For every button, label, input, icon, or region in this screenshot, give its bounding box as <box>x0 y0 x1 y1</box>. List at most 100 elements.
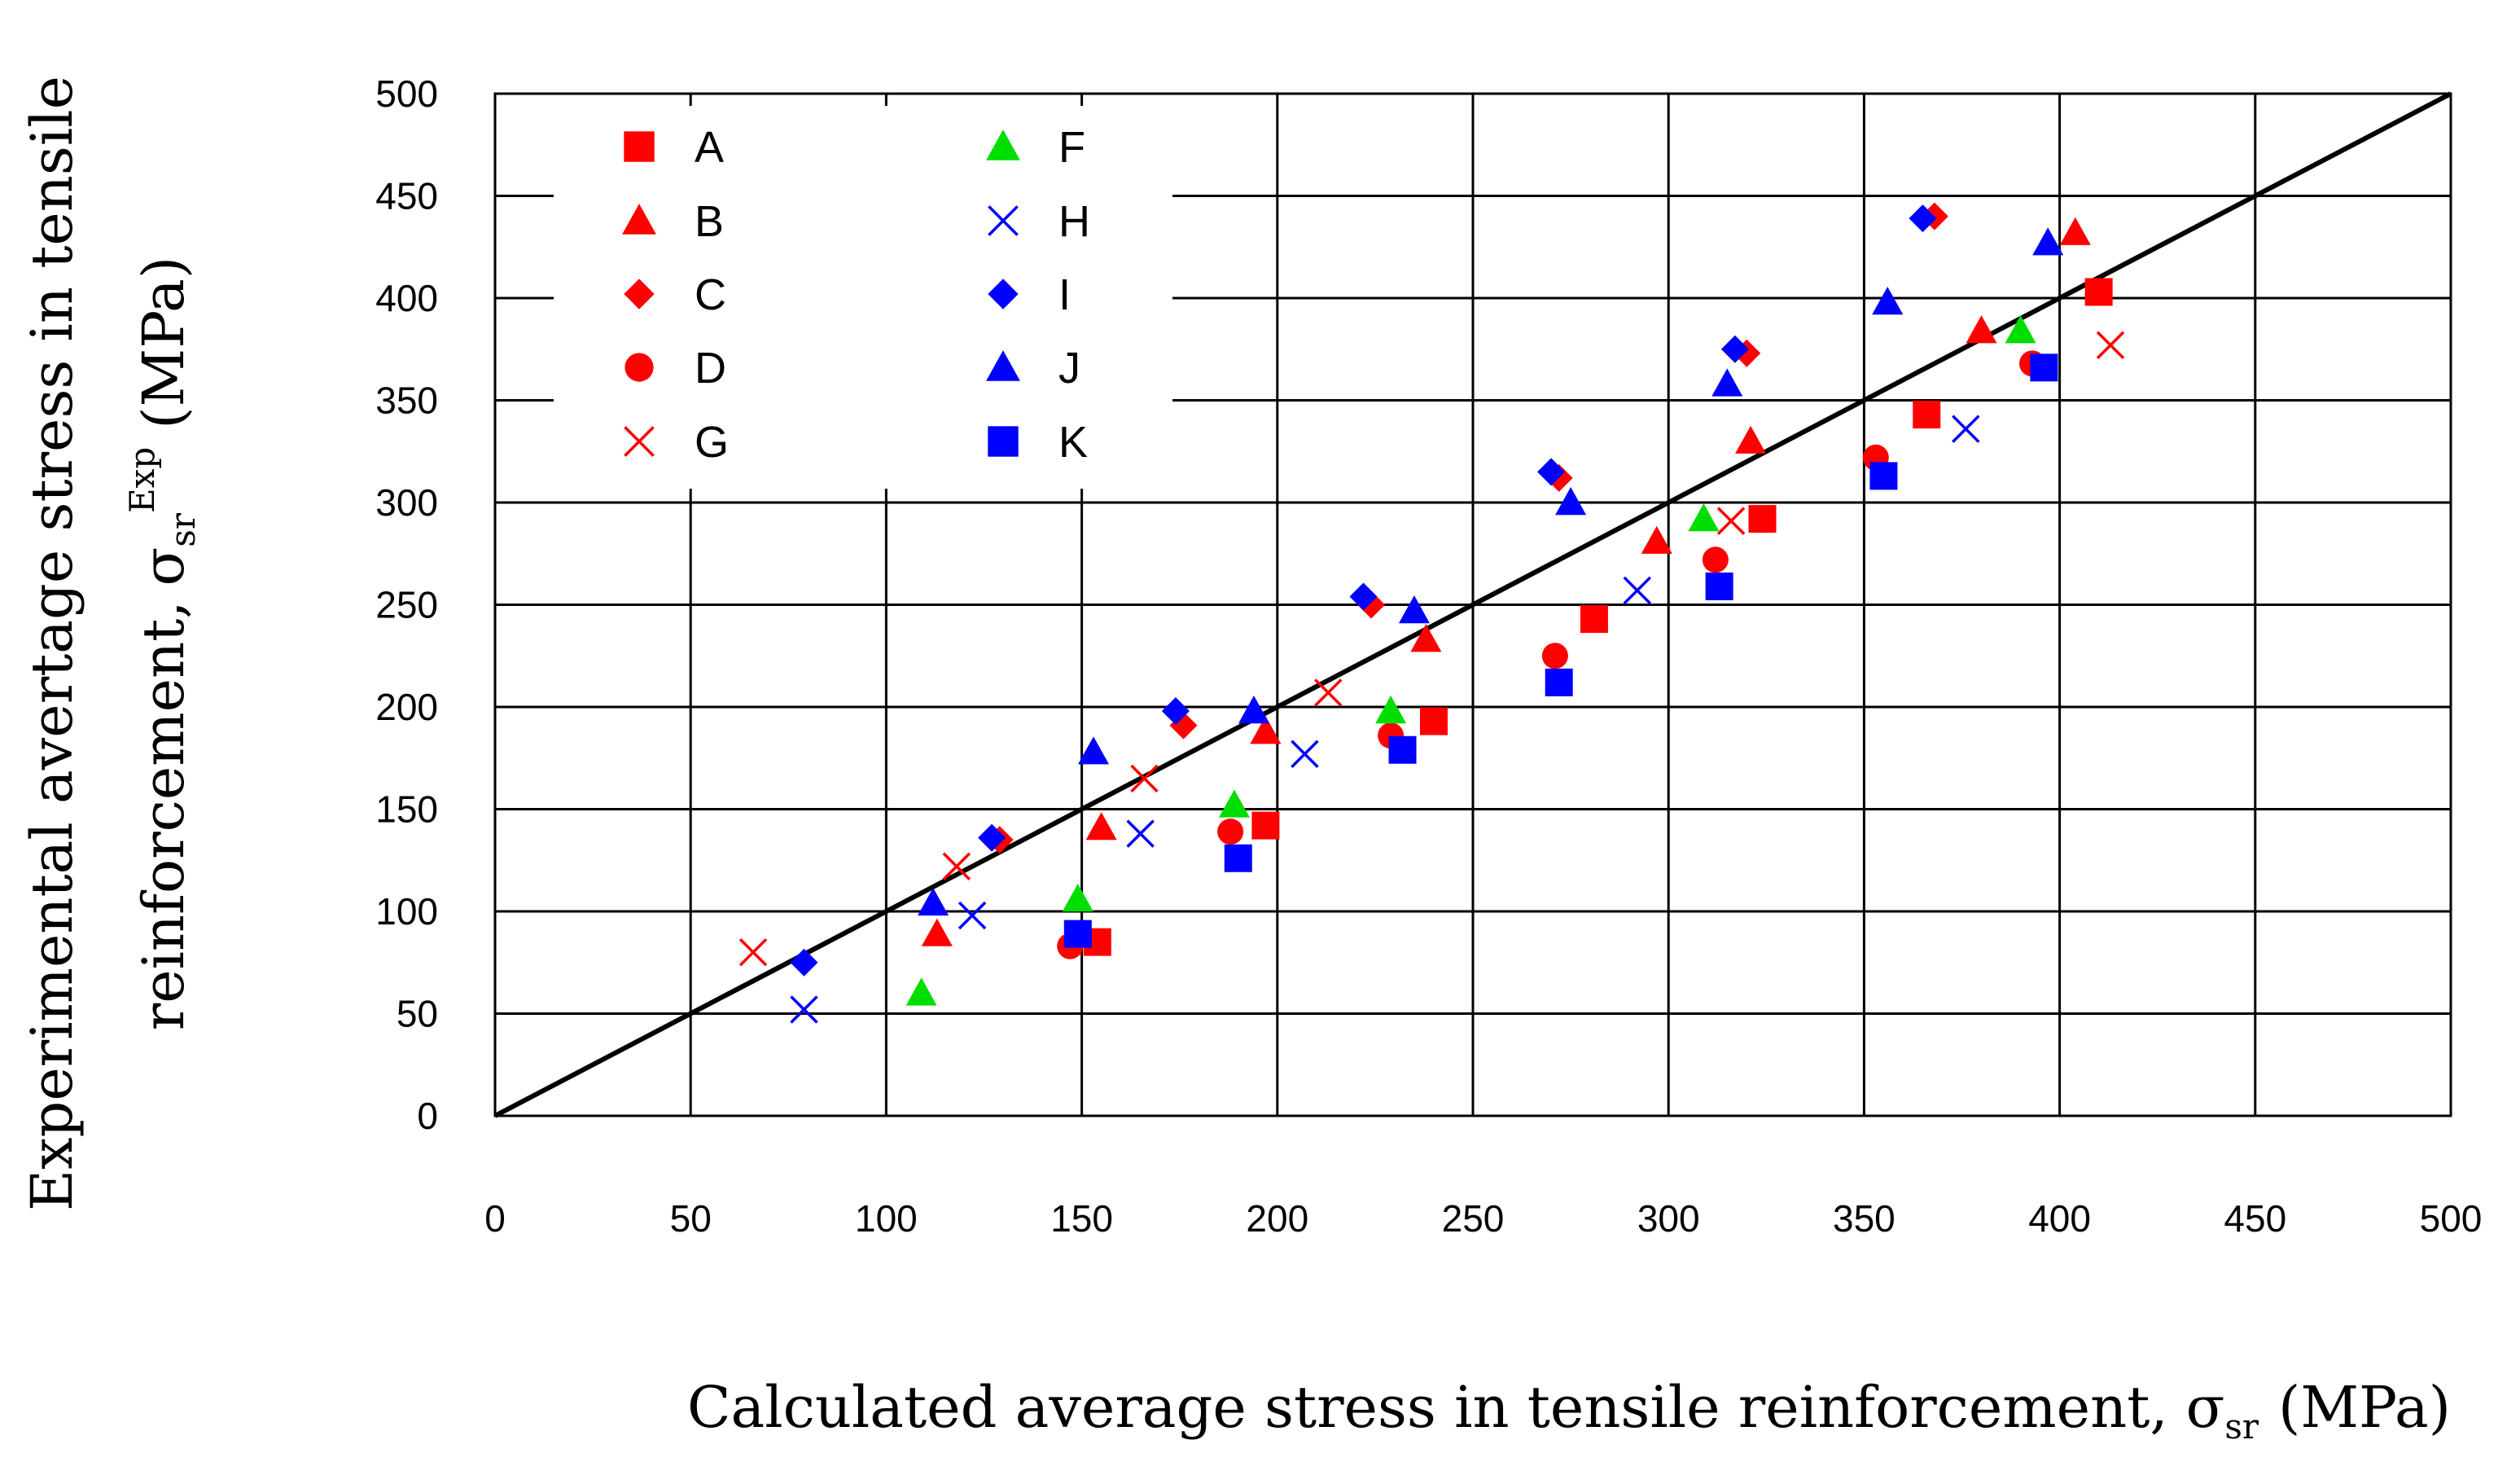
point-D-2 <box>1217 819 1244 845</box>
point-D-5 <box>1702 547 1729 573</box>
legend-label-B: B <box>695 197 724 246</box>
y-axis-title-line2: reinforcement,σsrExp(MPa) <box>122 257 203 1030</box>
x-tick-label-3: 150 <box>1050 1197 1113 1240</box>
point-J-6 <box>1711 368 1743 397</box>
series-B <box>921 217 2091 946</box>
y-tick-label-4: 200 <box>375 686 438 728</box>
x-tick-label-2: 100 <box>855 1197 918 1240</box>
legend-label-K: K <box>1058 418 1088 467</box>
y-tick-label-5: 250 <box>375 584 438 626</box>
series-G <box>738 331 2125 967</box>
point-I-5 <box>1537 458 1566 486</box>
x-tick-label-4: 200 <box>1246 1197 1308 1240</box>
legend-label-J: J <box>1058 344 1080 393</box>
series-J <box>918 227 2064 916</box>
point-K-6 <box>1869 462 1898 490</box>
point-A-3 <box>1419 707 1448 735</box>
x-tick-label-6: 300 <box>1637 1197 1700 1240</box>
point-J-2 <box>1078 736 1110 765</box>
legend-marker-I <box>988 279 1019 309</box>
point-K-2 <box>1224 844 1252 872</box>
y-tick-label-0: 0 <box>417 1095 438 1137</box>
series-D <box>1057 350 2045 959</box>
point-F-5 <box>1688 503 1720 532</box>
legend-marker-K <box>988 426 1019 457</box>
point-K-5 <box>1705 572 1733 600</box>
x-tick-label-1: 50 <box>670 1197 712 1240</box>
point-H-5 <box>1623 576 1652 605</box>
legend-marker-J <box>986 350 1020 381</box>
legend-marker-C <box>624 279 655 309</box>
point-H-6 <box>1952 415 1980 443</box>
point-F-2 <box>1062 883 1093 912</box>
point-J-7 <box>1872 287 1904 315</box>
series-F <box>905 315 2036 1006</box>
point-G-4 <box>1314 678 1343 707</box>
legend-marker-A <box>624 131 655 162</box>
legend-label-H: H <box>1058 197 1090 246</box>
series-H <box>790 415 1980 1024</box>
point-F-6 <box>2005 315 2036 344</box>
point-K-4 <box>1545 668 1573 696</box>
point-B-1 <box>921 918 953 946</box>
point-J-3 <box>1238 696 1269 724</box>
point-A-2 <box>1251 811 1280 840</box>
x-tick-labels: 0 50 100 150 200 250 300 350 400 450 500 <box>484 1197 2482 1240</box>
legend-label-I: I <box>1058 270 1071 319</box>
point-I-4 <box>1349 582 1378 611</box>
point-I-3 <box>1161 697 1190 726</box>
legend-item-G: G <box>624 418 729 467</box>
x-tick-label-7: 350 <box>1833 1197 1895 1240</box>
point-K-1 <box>1063 920 1092 948</box>
legend-item-D: D <box>625 344 726 393</box>
point-D-4 <box>1541 643 1568 669</box>
point-B-5 <box>1641 525 1672 554</box>
point-B-8 <box>2059 217 2091 245</box>
point-H-2 <box>958 901 987 930</box>
point-B-6 <box>1735 425 1767 454</box>
point-I-6 <box>1720 335 1749 363</box>
point-J-4 <box>1398 595 1430 624</box>
reference-line-layer <box>493 91 2452 1118</box>
legend-background <box>554 106 1172 489</box>
legend-marker-F <box>986 130 1020 160</box>
point-I-7 <box>1909 204 1937 233</box>
point-H-3 <box>1126 819 1155 848</box>
legend-marker-B <box>622 204 656 235</box>
point-I-2 <box>978 823 1006 852</box>
x-tick-label-10: 500 <box>2420 1197 2483 1240</box>
y-tick-label-8: 400 <box>375 277 438 319</box>
reference-line-1to1 <box>493 91 2452 1118</box>
point-F-3 <box>1218 789 1250 818</box>
legend-label-C: C <box>695 270 726 319</box>
y-tick-label-10: 500 <box>375 72 438 115</box>
point-H-1 <box>790 995 818 1024</box>
point-I-1 <box>790 948 818 977</box>
point-G-2 <box>942 852 971 881</box>
x-tick-label-5: 250 <box>1442 1197 1505 1240</box>
point-K-3 <box>1388 735 1417 764</box>
series-I <box>790 204 1937 977</box>
legend-marker-H <box>988 205 1019 236</box>
point-G-1 <box>738 937 768 967</box>
point-J-5 <box>1555 487 1587 516</box>
point-A-7 <box>2084 278 2113 306</box>
legend-label-D: D <box>695 344 726 393</box>
legend-item-B: B <box>622 197 724 246</box>
point-H-4 <box>1291 740 1319 768</box>
y-tick-label-6: 300 <box>375 481 438 524</box>
plot-frame <box>493 92 2452 1117</box>
point-F-4 <box>1375 696 1407 724</box>
point-B-2 <box>1085 812 1117 841</box>
legend-item-C: C <box>624 270 726 319</box>
legend-item-H: H <box>988 197 1090 246</box>
series-K <box>1063 353 2058 948</box>
point-K-7 <box>2030 353 2058 382</box>
y-axis-title-line1: Experimental avertage stress in tensile <box>19 76 85 1211</box>
point-J-1 <box>918 887 949 916</box>
point-J-8 <box>2032 227 2064 256</box>
x-axis-title: Calculated average stress in tensile rei… <box>687 1374 2451 1446</box>
y-tick-label-1: 50 <box>397 993 438 1035</box>
